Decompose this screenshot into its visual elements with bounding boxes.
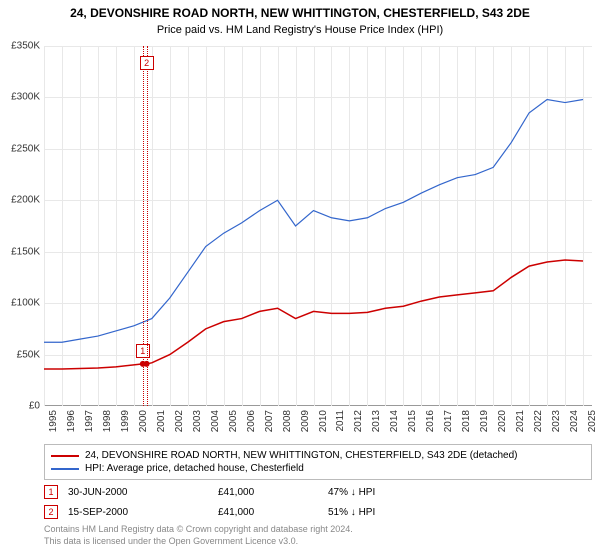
sale-marker-line [147, 46, 148, 406]
legend-label: 24, DEVONSHIRE ROAD NORTH, NEW WHITTINGT… [85, 450, 518, 461]
x-axis-tick-label: 2024 [569, 410, 580, 432]
x-axis-tick-label: 2008 [282, 410, 293, 432]
x-axis-tick-label: 2011 [335, 410, 346, 432]
x-axis-tick-label: 1995 [48, 410, 59, 432]
x-axis-tick-label: 2023 [551, 410, 562, 432]
x-axis-tick-label: 2004 [210, 410, 221, 432]
y-axis-tick-label: £50K [2, 349, 40, 360]
sale-marker-label: 2 [140, 56, 154, 70]
y-axis-tick-label: £300K [2, 92, 40, 103]
sale-row-price: £41,000 [218, 487, 318, 498]
x-axis-tick-label: 2021 [515, 410, 526, 432]
y-axis-tick-label: £100K [2, 298, 40, 309]
x-axis-tick-label: 2002 [174, 410, 185, 432]
sale-marker-label: 1 [136, 344, 150, 358]
legend-swatch [51, 455, 79, 457]
sale-row-price: £41,000 [218, 507, 318, 518]
sale-row-marker: 1 [44, 485, 58, 499]
legend-label: HPI: Average price, detached house, Ches… [85, 463, 304, 474]
x-axis-tick-label: 2005 [228, 410, 239, 432]
x-axis-tick-label: 1996 [66, 410, 77, 432]
legend-row: HPI: Average price, detached house, Ches… [51, 462, 585, 475]
x-axis-tick-label: 1999 [120, 410, 131, 432]
x-axis-tick-label: 1998 [102, 410, 113, 432]
footer-line-1: Contains HM Land Registry data © Crown c… [44, 524, 592, 536]
footer-attribution: Contains HM Land Registry data © Crown c… [44, 524, 592, 547]
sale-row: 1 30-JUN-2000 £41,000 47% ↓ HPI [44, 482, 592, 502]
x-axis-tick-label: 2020 [497, 410, 508, 432]
x-axis-tick-label: 2019 [479, 410, 490, 432]
legend-swatch [51, 468, 79, 470]
chart-area: 12 [44, 46, 592, 406]
x-axis-tick-label: 2016 [425, 410, 436, 432]
x-axis-tick-label: 2022 [533, 410, 544, 432]
y-axis-tick-label: £200K [2, 195, 40, 206]
x-axis-tick-label: 2014 [389, 410, 400, 432]
x-axis-tick-label: 2015 [407, 410, 418, 432]
x-axis-tick-label: 2017 [443, 410, 454, 432]
sale-row-pct: 47% ↓ HPI [328, 487, 458, 498]
series-line [44, 260, 583, 369]
sale-row-pct: 51% ↓ HPI [328, 507, 458, 518]
x-axis-tick-label: 2001 [156, 410, 167, 432]
x-axis-tick-label: 2025 [587, 410, 598, 432]
y-axis-tick-label: £350K [2, 41, 40, 52]
series-line [44, 99, 583, 342]
x-axis-tick-label: 2003 [192, 410, 203, 432]
x-axis-tick-label: 2018 [461, 410, 472, 432]
x-axis-tick-label: 2009 [300, 410, 311, 432]
chart-subtitle: Price paid vs. HM Land Registry's House … [0, 22, 600, 36]
x-axis-tick-label: 2012 [353, 410, 364, 432]
legend-row: 24, DEVONSHIRE ROAD NORTH, NEW WHITTINGT… [51, 449, 585, 462]
y-axis-tick-label: £0 [2, 401, 40, 412]
x-axis-tick-label: 2006 [246, 410, 257, 432]
x-axis-tick-label: 1997 [84, 410, 95, 432]
sale-row-date: 30-JUN-2000 [68, 487, 208, 498]
sale-row-marker: 2 [44, 505, 58, 519]
y-axis-tick-label: £150K [2, 246, 40, 257]
x-axis-tick-label: 2013 [371, 410, 382, 432]
sale-row: 2 15-SEP-2000 £41,000 51% ↓ HPI [44, 502, 592, 522]
y-axis-tick-label: £250K [2, 143, 40, 154]
x-axis-tick-label: 2010 [318, 410, 329, 432]
chart-title: 24, DEVONSHIRE ROAD NORTH, NEW WHITTINGT… [0, 0, 600, 22]
sales-table: 1 30-JUN-2000 £41,000 47% ↓ HPI 2 15-SEP-2000… [44, 482, 592, 522]
line-plot-svg [44, 46, 592, 406]
footer-line-2: This data is licensed under the Open Gov… [44, 536, 592, 548]
sale-row-date: 15-SEP-2000 [68, 507, 208, 518]
chart-container: 24, DEVONSHIRE ROAD NORTH, NEW WHITTINGT… [0, 0, 600, 560]
x-axis-tick-label: 2007 [264, 410, 275, 432]
legend-box: 24, DEVONSHIRE ROAD NORTH, NEW WHITTINGT… [44, 444, 592, 480]
x-axis-tick-label: 2000 [138, 410, 149, 432]
